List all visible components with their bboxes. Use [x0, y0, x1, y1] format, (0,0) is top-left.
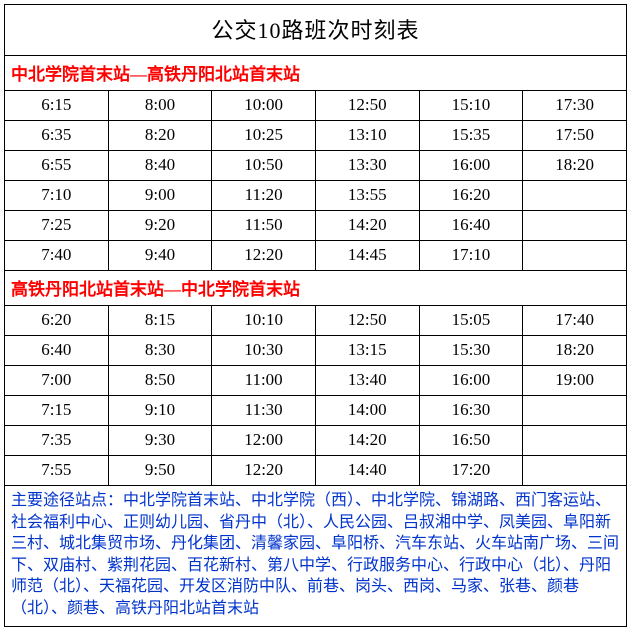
- time-cell: 8:50: [108, 366, 212, 396]
- time-cell: 16:00: [419, 366, 523, 396]
- time-cell: 16:20: [419, 181, 523, 211]
- time-cell: 15:10: [419, 91, 523, 121]
- time-cell: 7:40: [5, 241, 109, 271]
- time-cell: 6:40: [5, 336, 109, 366]
- time-cell: 17:40: [523, 306, 627, 336]
- time-cell: 14:20: [315, 211, 419, 241]
- time-cell: 13:30: [315, 151, 419, 181]
- time-cell: 6:35: [5, 121, 109, 151]
- time-cell: 11:50: [212, 211, 316, 241]
- time-cell: [523, 426, 627, 456]
- time-cell: 11:30: [212, 396, 316, 426]
- time-cell: 9:20: [108, 211, 212, 241]
- time-cell: 8:00: [108, 91, 212, 121]
- time-cell: 14:20: [315, 426, 419, 456]
- time-cell: 13:55: [315, 181, 419, 211]
- time-cell: 18:20: [523, 336, 627, 366]
- time-cell: 14:45: [315, 241, 419, 271]
- time-cell: 15:30: [419, 336, 523, 366]
- time-cell: 9:50: [108, 456, 212, 486]
- time-cell: 16:00: [419, 151, 523, 181]
- time-cell: 7:15: [5, 396, 109, 426]
- time-cell: 16:30: [419, 396, 523, 426]
- table-row: 6:558:4010:5013:3016:0018:20: [5, 151, 627, 181]
- time-cell: 8:40: [108, 151, 212, 181]
- time-cell: 12:50: [315, 91, 419, 121]
- time-cell: 7:10: [5, 181, 109, 211]
- time-cell: 13:40: [315, 366, 419, 396]
- time-cell: 16:50: [419, 426, 523, 456]
- timetable-container: 公交10路班次时刻表 中北学院首末站—高铁丹阳北站首末站 6:158:0010:…: [0, 0, 631, 631]
- time-cell: 15:35: [419, 121, 523, 151]
- time-cell: 14:00: [315, 396, 419, 426]
- table-row: 6:158:0010:0012:5015:1017:30: [5, 91, 627, 121]
- time-cell: 8:30: [108, 336, 212, 366]
- time-cell: [523, 396, 627, 426]
- timetable: 公交10路班次时刻表 中北学院首末站—高铁丹阳北站首末站 6:158:0010:…: [4, 4, 627, 627]
- time-cell: 7:25: [5, 211, 109, 241]
- time-cell: 9:00: [108, 181, 212, 211]
- time-cell: 9:40: [108, 241, 212, 271]
- time-cell: [523, 211, 627, 241]
- time-cell: 18:20: [523, 151, 627, 181]
- time-cell: 10:10: [212, 306, 316, 336]
- page-title: 公交10路班次时刻表: [5, 5, 627, 56]
- time-cell: 10:00: [212, 91, 316, 121]
- time-cell: 6:20: [5, 306, 109, 336]
- table-row: 7:259:2011:5014:2016:40: [5, 211, 627, 241]
- time-cell: [523, 456, 627, 486]
- time-cell: 15:05: [419, 306, 523, 336]
- timetable-b-body: 6:208:1510:1012:5015:0517:406:408:3010:3…: [5, 306, 627, 486]
- time-cell: 12:20: [212, 241, 316, 271]
- time-cell: 9:30: [108, 426, 212, 456]
- time-cell: 14:40: [315, 456, 419, 486]
- time-cell: 19:00: [523, 366, 627, 396]
- time-cell: [523, 241, 627, 271]
- table-row: 7:359:3012:0014:2016:50: [5, 426, 627, 456]
- table-row: 6:358:2010:2513:1015:3517:50: [5, 121, 627, 151]
- time-cell: [523, 181, 627, 211]
- time-cell: 17:50: [523, 121, 627, 151]
- table-row: 7:159:1011:3014:0016:30: [5, 396, 627, 426]
- time-cell: 17:10: [419, 241, 523, 271]
- time-cell: 12:20: [212, 456, 316, 486]
- time-cell: 12:50: [315, 306, 419, 336]
- time-cell: 7:00: [5, 366, 109, 396]
- time-cell: 8:15: [108, 306, 212, 336]
- table-row: 7:109:0011:2013:5516:20: [5, 181, 627, 211]
- table-row: 6:408:3010:3013:1515:3018:20: [5, 336, 627, 366]
- time-cell: 17:20: [419, 456, 523, 486]
- table-row: 7:409:4012:2014:4517:10: [5, 241, 627, 271]
- stops-text: 中北学院首末站、中北学院（西）、中北学院、锦湖路、西门客运站、社会福利中心、正则…: [11, 492, 619, 617]
- direction-a-header: 中北学院首末站—高铁丹阳北站首末站: [5, 56, 627, 91]
- time-cell: 10:50: [212, 151, 316, 181]
- stops-label: 主要途径站点：: [11, 492, 123, 509]
- time-cell: 7:55: [5, 456, 109, 486]
- time-cell: 16:40: [419, 211, 523, 241]
- direction-b-header: 高铁丹阳北站首末站—中北学院首末站: [5, 271, 627, 306]
- time-cell: 11:20: [212, 181, 316, 211]
- table-row: 7:559:5012:2014:4017:20: [5, 456, 627, 486]
- stops-cell: 主要途径站点：中北学院首末站、中北学院（西）、中北学院、锦湖路、西门客运站、社会…: [5, 486, 627, 627]
- time-cell: 12:00: [212, 426, 316, 456]
- table-row: 7:008:5011:0013:4016:0019:00: [5, 366, 627, 396]
- time-cell: 7:35: [5, 426, 109, 456]
- time-cell: 13:15: [315, 336, 419, 366]
- time-cell: 11:00: [212, 366, 316, 396]
- table-row: 6:208:1510:1012:5015:0517:40: [5, 306, 627, 336]
- time-cell: 6:15: [5, 91, 109, 121]
- time-cell: 9:10: [108, 396, 212, 426]
- time-cell: 6:55: [5, 151, 109, 181]
- timetable-a-body: 6:158:0010:0012:5015:1017:306:358:2010:2…: [5, 91, 627, 271]
- time-cell: 10:25: [212, 121, 316, 151]
- time-cell: 17:30: [523, 91, 627, 121]
- time-cell: 8:20: [108, 121, 212, 151]
- time-cell: 10:30: [212, 336, 316, 366]
- time-cell: 13:10: [315, 121, 419, 151]
